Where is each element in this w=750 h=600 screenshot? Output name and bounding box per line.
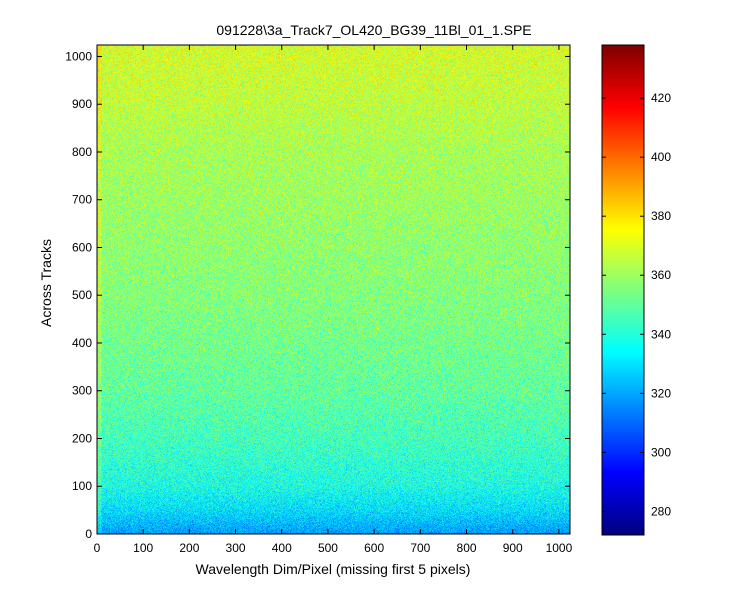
y-tick-label: 900 xyxy=(72,97,92,111)
heatmap-image xyxy=(97,45,570,534)
colorbar-axis: 280 300 320 340 360 380 400 420 xyxy=(602,91,671,518)
y-axis: 0 100 200 300 400 500 600 700 800 900 1000 xyxy=(65,49,570,541)
x-tick-label: 800 xyxy=(457,541,477,555)
colorbar-tick-label: 400 xyxy=(651,150,671,164)
x-tick-label: 1000 xyxy=(546,541,573,555)
y-tick-label: 200 xyxy=(72,431,92,445)
y-tick-label: 600 xyxy=(72,240,92,254)
plot-frame xyxy=(96,44,571,535)
x-tick-label: 0 xyxy=(94,541,101,555)
y-tick-label: 1000 xyxy=(65,49,92,63)
x-tick-label: 700 xyxy=(410,541,430,555)
colorbar-gradient xyxy=(602,45,644,535)
x-tick-label: 100 xyxy=(133,541,153,555)
y-tick-label: 400 xyxy=(72,336,92,350)
x-tick-label: 900 xyxy=(503,541,523,555)
colorbar-tick-label: 380 xyxy=(651,209,671,223)
y-axis-label: Across Tracks xyxy=(38,239,54,327)
x-tick-label: 600 xyxy=(364,541,384,555)
colorbar-frame xyxy=(601,44,645,536)
y-tick-label: 0 xyxy=(85,527,92,541)
colorbar-tick-label: 420 xyxy=(651,91,671,105)
x-tick-label: 200 xyxy=(179,541,199,555)
colorbar-tick-label: 280 xyxy=(651,504,671,518)
x-tick-label: 400 xyxy=(272,541,292,555)
x-axis: 0 100 200 300 400 500 600 700 800 900 1000 xyxy=(94,45,573,555)
y-tick-label: 100 xyxy=(72,479,92,493)
x-tick-label: 300 xyxy=(226,541,246,555)
colorbar-tick-label: 340 xyxy=(651,327,671,341)
y-tick-label: 500 xyxy=(72,288,92,302)
colorbar-tick-label: 360 xyxy=(651,268,671,282)
y-tick-label: 300 xyxy=(72,384,92,398)
y-tick-label: 700 xyxy=(72,193,92,207)
colorbar-tick-label: 320 xyxy=(651,386,671,400)
y-tick-label: 800 xyxy=(72,145,92,159)
colorbar-tick-label: 300 xyxy=(651,445,671,459)
x-axis-label: Wavelength Dim/Pixel (missing first 5 pi… xyxy=(196,561,471,577)
x-tick-label: 500 xyxy=(318,541,338,555)
chart-title: 091228\3a_Track7_OL420_BG39_11Bl_01_1.SP… xyxy=(216,22,531,38)
